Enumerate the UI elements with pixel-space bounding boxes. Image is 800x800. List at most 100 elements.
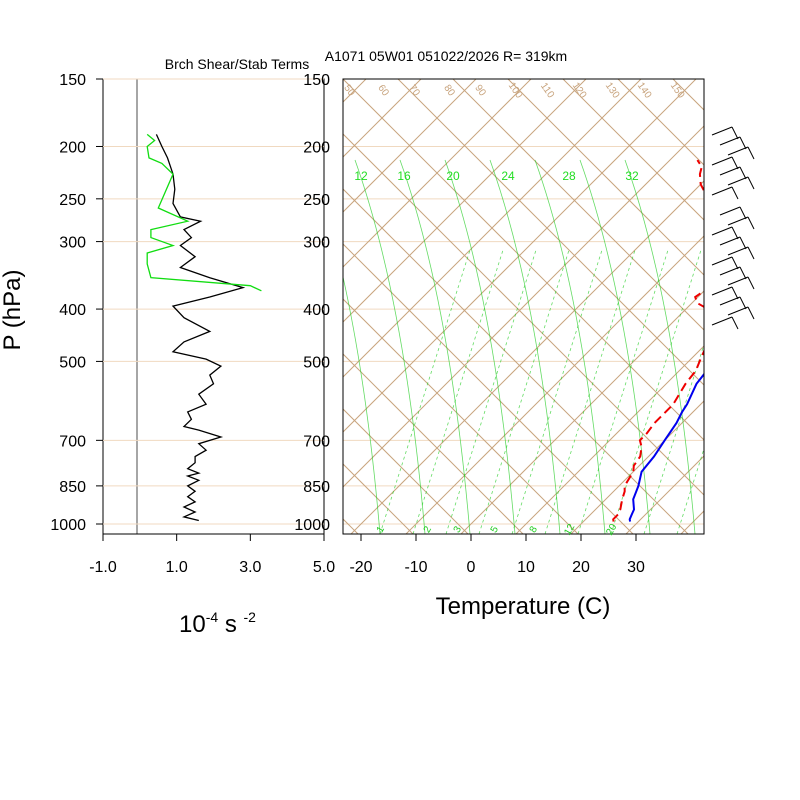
right-pressure-tick-label: 300 (303, 235, 330, 252)
isotherm (405, 235, 704, 534)
dry-adiabat (343, 133, 704, 496)
isotherm (343, 79, 642, 378)
dry-adiabat (783, 79, 800, 549)
adiabat-label: 70 (406, 83, 422, 99)
wind-barb-flag (747, 306, 755, 320)
mixing-ratio-line (379, 249, 471, 534)
left-x-tick-label: 3.0 (239, 559, 261, 576)
units-base: 10 (179, 611, 206, 638)
left-pressure-tick-label: 300 (59, 235, 86, 252)
wind-barb-flag (739, 266, 747, 280)
wind-barb-flag (739, 166, 747, 180)
dry-adiabat (343, 79, 704, 441)
wind-barb-flag (731, 156, 739, 170)
mixing-ratio-line (577, 249, 669, 534)
mixing-ratio-label: 8 (528, 524, 541, 535)
saturation-label: 20 (446, 169, 460, 183)
right-pressure-tick-label: 1000 (294, 517, 330, 534)
moist-adiabat (489, 159, 561, 534)
isotherm (0, 63, 217, 536)
dewpoint-line (612, 159, 704, 522)
left-series (146, 133, 262, 522)
temp-tick-label: 10 (517, 559, 535, 576)
isotherm (343, 125, 704, 488)
isotherm (343, 79, 697, 433)
wind-barb (727, 306, 749, 316)
right-pressure-tick-label: 200 (303, 139, 330, 156)
adiabat-label: 150 (668, 81, 687, 101)
moist-adiabat (354, 159, 426, 534)
isotherm (680, 510, 704, 534)
mixing-ratio-line (478, 249, 570, 534)
moist-adiabat (399, 159, 471, 534)
mixing-ratio-line (544, 249, 636, 534)
chart-title: A1071 05W01 051022/2026 R= 319km (325, 48, 567, 64)
isotherm (343, 79, 422, 158)
left-panel-title: Brch Shear/Stab Terms (165, 56, 309, 72)
left-pressure-tick-label: 400 (59, 302, 86, 319)
adiabat-label: 90 (472, 83, 488, 99)
adiabat-label: 80 (441, 83, 457, 99)
left-pressure-tick-label: 500 (59, 354, 86, 371)
wind-barb-flag (731, 226, 739, 240)
stability-term-line (146, 133, 262, 292)
mixing-ratio-line (643, 343, 704, 534)
left-y-axis-label: P (hPa) (0, 270, 26, 351)
right-pressure-tick-label: 850 (303, 479, 330, 496)
wind-barb-flag (747, 176, 755, 190)
adiabat-label: 140 (635, 81, 654, 101)
dry-adiabat (343, 408, 469, 534)
temp-tick-label: 30 (627, 559, 645, 576)
wind-barb (727, 276, 749, 286)
temp-tick-label: 0 (467, 559, 476, 576)
adiabat-label: 120 (570, 81, 589, 101)
units-mid: s (218, 611, 243, 638)
dry-adiabat (728, 79, 800, 549)
shear-term-line (155, 134, 246, 522)
dry-adiabat (343, 243, 634, 534)
skewt-grid (0, 63, 800, 549)
right-series (612, 159, 704, 522)
dry-adiabat (0, 79, 263, 549)
right-pressure-tick-label: 150 (303, 72, 330, 89)
dry-adiabat (0, 79, 318, 549)
isotherm (625, 455, 704, 534)
left-pressure-tick-label: 250 (59, 192, 86, 209)
left-panel: 150 200 250 300 400 500 700 850 1000 -1.0 1.0 3.0 5… (0, 72, 335, 638)
isotherm (350, 180, 704, 534)
mixing-ratio-label: 1 (375, 524, 388, 535)
isotherm (343, 79, 532, 268)
wind-barb (711, 316, 733, 326)
dry-adiabat (343, 188, 689, 534)
wind-barb-flag (747, 146, 755, 160)
temperature-line (628, 372, 704, 522)
temp-tick-label: -10 (404, 559, 427, 576)
wind-barb-flag (747, 216, 755, 230)
mixing-ratio-line (412, 249, 504, 534)
saturation-labels: 12 16 20 24 28 32 (354, 169, 639, 183)
right-pressure-tick-label: 500 (303, 354, 330, 371)
moist-adiabat (534, 159, 606, 534)
adiabat-label: 50 (341, 83, 357, 99)
adiabat-label: 130 (603, 81, 622, 101)
adiabat-label: 100 (506, 81, 525, 101)
temp-tick-label: -20 (349, 559, 372, 576)
wind-barb-flag (739, 236, 747, 250)
mixing-ratio-line (676, 447, 704, 534)
wind-barb-flag (739, 136, 747, 150)
moist-adiabat (624, 159, 696, 534)
saturation-label: 24 (501, 169, 515, 183)
moist-adiabat (444, 159, 516, 534)
mixing-ratio-line (610, 249, 702, 534)
isotherm (735, 63, 800, 536)
adiabat-label: 60 (375, 83, 391, 99)
saturation-label: 16 (397, 169, 411, 183)
dry-adiabat (617, 79, 704, 166)
wind-barbs (711, 126, 755, 330)
moist-adiabat (579, 159, 651, 534)
right-pressure-tick-label: 400 (303, 302, 330, 319)
adiabat-labels: 50 60 70 80 90 100 110 120 130 140 150 (341, 81, 686, 101)
wind-barb (727, 176, 749, 186)
wind-barb (711, 186, 733, 196)
mixing-ratio-label: 20 (604, 522, 619, 538)
